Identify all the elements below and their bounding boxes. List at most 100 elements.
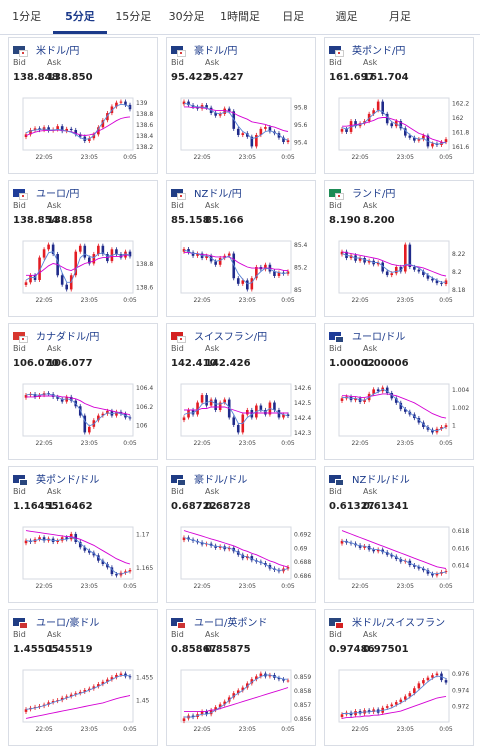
bid-value: 1.16455: [13, 501, 59, 512]
ma-fast-line: [183, 249, 289, 285]
tab-monthly[interactable]: 月足: [388, 10, 411, 23]
candlestick: [223, 699, 226, 707]
candlestick: [101, 679, 105, 687]
currency-pair-name[interactable]: ユーロ/円: [36, 189, 80, 200]
currency-pair-name[interactable]: 米ドル/円: [36, 46, 80, 57]
rate-card[interactable]: 豪ドル/ドル Bid Ask 0.68722 0.68728 0.692 0.69 0.688…: [166, 466, 316, 603]
tab-15min[interactable]: 15分足: [115, 10, 152, 23]
ask-label: Ask: [205, 487, 220, 496]
rate-card[interactable]: ユーロ/円 Bid Ask 138.854 138.858 138.8 138.6 22:05…: [8, 180, 158, 317]
ask-label: Ask: [205, 630, 220, 639]
candlestick: [444, 678, 448, 685]
candlestick: [282, 270, 285, 276]
rate-card[interactable]: カナダドル/円 Bid Ask 106.070 106.077 106.4 106.2 106…: [8, 323, 158, 460]
x-tick-label: 22:05: [193, 440, 210, 447]
currency-pair-name[interactable]: 豪ドル/ドル: [194, 475, 248, 486]
candlestick: [223, 106, 226, 116]
card-title: ユーロ/円: [13, 185, 79, 200]
tab-daily[interactable]: 日足: [282, 10, 305, 23]
ma-slow-line: [25, 530, 131, 565]
x-tick-label: 0:05: [123, 440, 137, 447]
currency-pair-name[interactable]: ユーロ/ドル: [352, 332, 406, 343]
price-chart: 1.455 1.45 22:05 23:05 0:05: [22, 669, 153, 733]
candlestick: [24, 392, 28, 400]
bid-value: 0.85867: [171, 644, 217, 655]
rate-card[interactable]: 英ポンド/ドル Bid Ask 1.16455 1.16462 1.17 1.165 22:0…: [8, 466, 158, 603]
candlestick: [232, 251, 236, 281]
candlestick: [182, 415, 186, 423]
x-tick-label: 22:05: [351, 726, 368, 733]
currency-pair-name[interactable]: ランド/円: [352, 189, 396, 200]
rate-card[interactable]: 米ドル/円 Bid Ask 138.848 138.850 139 138.8 138.6 13…: [8, 37, 158, 174]
price-chart: 1.004 1.002 1 22:05 23:05 0:05: [338, 383, 469, 447]
rate-card[interactable]: ユーロ/ドル Bid Ask 1.00002 1.00006 1.004 1.002 1 22:…: [324, 323, 474, 460]
candlestick: [255, 264, 258, 281]
tab-30min[interactable]: 30分足: [168, 10, 205, 23]
rate-card[interactable]: 英ポンド/円 Bid Ask 161.697 161.704 162.2 162 161.8 1…: [324, 37, 474, 174]
card-title: 英ポンド/円: [329, 42, 405, 57]
candlestick: [106, 110, 109, 123]
candlestick: [435, 571, 439, 578]
rate-card[interactable]: NZドル/円 Bid Ask 85.158 85.166 85.4 85.2 85 22:05 2…: [166, 180, 316, 317]
candlestick: [128, 415, 132, 421]
eu-jp-flag-icon: [13, 188, 28, 200]
ask-label: Ask: [47, 487, 62, 496]
candlestick: [417, 681, 421, 691]
currency-pair-name[interactable]: カナダドル/円: [36, 332, 100, 343]
currency-pair-name[interactable]: ユーロ/豪ドル: [36, 618, 100, 629]
candlestick: [128, 567, 132, 574]
rate-card[interactable]: NZドル/ドル Bid Ask 0.61327 0.61341 0.618 0.616 0.6…: [324, 466, 474, 603]
y-tick-label: 1.17: [136, 531, 150, 538]
ask-value: 1.45519: [47, 644, 93, 655]
candlestick: [115, 247, 118, 257]
y-tick-label: 106.2: [136, 404, 153, 411]
ma-fast-line: [342, 388, 447, 432]
candlestick: [115, 409, 118, 418]
rate-card[interactable]: ランド/円 Bid Ask 8.190 8.200 8.22 8.2 8.18 22:05 23:…: [324, 180, 474, 317]
ma-fast-line: [183, 537, 289, 572]
currency-pair-name[interactable]: ユーロ/英ポンド: [194, 618, 268, 629]
currency-pair-name[interactable]: スイスフラン/円: [194, 332, 268, 343]
za-jp-flag-icon: [329, 188, 344, 200]
price-chart: 0.618 0.616 0.614 22:05 23:05 0:05: [338, 526, 469, 590]
rate-card[interactable]: 豪ドル/円 Bid Ask 95.422 95.427 95.8 95.6 95.4 22:05…: [166, 37, 316, 174]
ma-fast-line: [183, 102, 289, 141]
x-tick-label: 0:05: [281, 726, 295, 733]
candlestick: [110, 565, 114, 577]
y-tick-label: 1.002: [452, 405, 469, 412]
tab-weekly[interactable]: 週足: [335, 10, 358, 23]
ask-value: 8.200: [363, 215, 395, 226]
candlestick: [97, 682, 100, 689]
price-chart: 106.4 106.2 106 22:05 23:05 0:05: [22, 383, 153, 447]
currency-pair-name[interactable]: 英ポンド/円: [352, 46, 406, 57]
candlestick: [218, 400, 222, 413]
card-title: ランド/円: [329, 185, 395, 200]
candlestick: [282, 677, 285, 683]
tab-5min[interactable]: 5分足: [53, 0, 107, 34]
currency-pair-name[interactable]: NZドル/円: [194, 189, 242, 200]
ma-fast-line: [184, 674, 288, 718]
price-chart: 0.692 0.69 0.688 0.686 22:05 23:05 0:05: [180, 526, 311, 590]
currency-pair-name[interactable]: 米ドル/スイスフラン: [352, 618, 446, 629]
x-tick-label: 23:05: [239, 297, 256, 304]
rate-card[interactable]: ユーロ/英ポンド Bid Ask 0.85867 0.85875 0.859 0.858 0.…: [166, 609, 316, 746]
candlestick: [250, 554, 254, 563]
tab-1hour[interactable]: 1時間足: [219, 10, 260, 23]
y-tick-label: 1: [452, 423, 456, 430]
candlestick: [78, 689, 82, 696]
bid-label: Bid: [329, 201, 342, 210]
candlestick: [236, 422, 240, 435]
rate-card[interactable]: 米ドル/スイスフラン Bid Ask 0.97486 0.97501 0.976 0.974…: [324, 609, 474, 746]
y-tick-label: 0.972: [452, 704, 469, 711]
rate-card[interactable]: スイスフラン/円 Bid Ask 142.410 142.426 142.6 142.5 14…: [166, 323, 316, 460]
us-chf-flag-icon: [329, 617, 344, 629]
rate-card[interactable]: ユーロ/豪ドル Bid Ask 1.45505 1.45519 1.455 1.45 22:0…: [8, 609, 158, 746]
tab-1min[interactable]: 1分足: [12, 10, 42, 23]
ma-fast-line: [25, 674, 131, 710]
candlestick: [264, 124, 267, 131]
currency-pair-name[interactable]: 豪ドル/円: [194, 46, 238, 57]
bid-label: Bid: [329, 487, 342, 496]
y-tick-label: 162.2: [452, 101, 469, 108]
currency-pair-name[interactable]: NZドル/ドル: [352, 475, 410, 486]
currency-pair-name[interactable]: 英ポンド/ドル: [36, 475, 100, 486]
